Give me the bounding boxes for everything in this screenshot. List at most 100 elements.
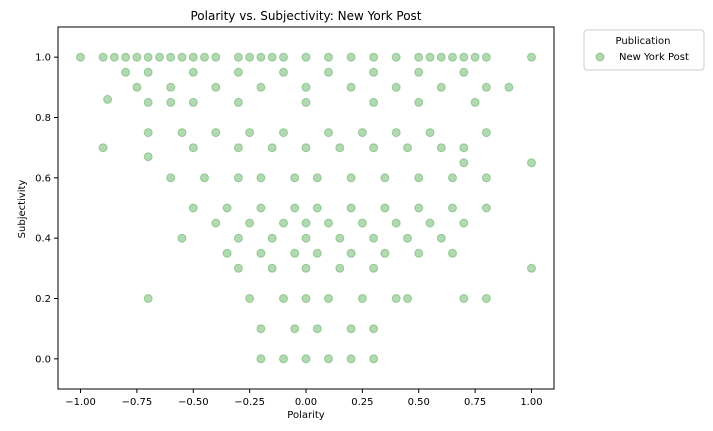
y-tick-label: 0.8 xyxy=(35,113,51,124)
data-point xyxy=(143,128,153,138)
data-point xyxy=(301,52,311,62)
data-point xyxy=(391,218,401,228)
data-point xyxy=(233,263,243,273)
x-tick-label: 0.50 xyxy=(408,397,430,408)
data-point xyxy=(357,294,367,303)
data-point xyxy=(188,52,198,62)
x-axis: −1.00 −0.75 −0.50 −0.25 0.00 0.25 0.50 0.75 1.00 xyxy=(65,389,543,408)
data-point xyxy=(380,173,390,183)
data-point xyxy=(346,173,356,183)
data-point xyxy=(143,52,153,62)
data-point xyxy=(143,152,153,162)
legend-marker xyxy=(595,52,605,62)
data-point xyxy=(414,67,424,77)
data-point xyxy=(245,128,255,138)
data-point xyxy=(188,143,198,153)
data-point xyxy=(335,143,345,153)
data-point xyxy=(301,294,311,303)
data-point xyxy=(256,324,266,334)
data-point xyxy=(403,143,412,153)
x-axis-label: Polarity xyxy=(287,410,325,421)
data-point xyxy=(425,128,435,138)
data-point xyxy=(166,97,176,107)
legend: Publication New York Post xyxy=(583,29,705,71)
data-point xyxy=(346,203,356,213)
data-point xyxy=(459,218,469,228)
data-point xyxy=(481,203,491,213)
data-point xyxy=(481,52,491,62)
data-point xyxy=(301,354,311,364)
data-point xyxy=(188,203,198,213)
data-point xyxy=(324,354,333,364)
data-point xyxy=(245,52,255,62)
data-point xyxy=(290,324,300,334)
data-point xyxy=(233,67,243,77)
data-point xyxy=(414,173,424,183)
data-point xyxy=(436,52,446,62)
data-point xyxy=(301,218,311,228)
data-point xyxy=(346,354,356,364)
data-point xyxy=(312,324,322,334)
data-point xyxy=(425,218,435,228)
data-point xyxy=(177,128,187,138)
data-point xyxy=(211,52,221,62)
data-point xyxy=(481,82,491,92)
data-point xyxy=(470,52,480,62)
data-point xyxy=(177,233,187,243)
data-point xyxy=(233,233,243,243)
plot-points xyxy=(76,52,536,364)
data-point xyxy=(369,143,379,153)
data-point xyxy=(177,52,187,62)
data-point xyxy=(324,52,333,62)
data-point xyxy=(324,294,333,303)
data-point xyxy=(200,173,209,183)
y-axis: 0.0 0.2 0.4 0.6 0.8 1.0 xyxy=(35,53,58,365)
y-tick-label: 0.6 xyxy=(35,173,51,184)
data-point xyxy=(346,248,356,258)
x-tick-label: 0.25 xyxy=(351,397,373,408)
x-tick-label: −0.75 xyxy=(122,397,153,408)
data-point xyxy=(312,248,322,258)
data-point xyxy=(448,203,457,213)
data-point xyxy=(109,52,119,62)
data-point xyxy=(103,94,113,104)
data-point xyxy=(143,67,153,77)
data-point xyxy=(143,294,153,303)
data-point xyxy=(279,354,288,364)
data-point xyxy=(222,203,232,213)
data-point xyxy=(290,203,300,213)
data-point xyxy=(324,128,333,138)
data-point xyxy=(233,52,243,62)
legend-frame xyxy=(583,29,705,71)
x-tick-label: −0.25 xyxy=(234,397,265,408)
legend-entry-label: New York Post xyxy=(619,52,689,63)
data-point xyxy=(448,173,457,183)
data-point xyxy=(324,67,333,77)
data-point xyxy=(414,97,424,107)
y-axis-label: Subjectivity xyxy=(17,180,28,239)
data-point xyxy=(391,294,401,303)
data-point xyxy=(256,248,266,258)
data-point xyxy=(76,52,85,62)
data-point xyxy=(459,158,469,168)
data-point xyxy=(414,52,424,62)
data-point xyxy=(290,173,300,183)
data-point xyxy=(256,173,266,183)
data-point xyxy=(279,128,288,138)
x-tick-label: −1.00 xyxy=(65,397,96,408)
data-point xyxy=(481,128,491,138)
x-tick-label: 0.75 xyxy=(464,397,486,408)
data-point xyxy=(267,233,277,243)
data-point xyxy=(459,67,469,77)
data-point xyxy=(369,324,379,334)
data-point xyxy=(380,248,390,258)
data-point xyxy=(256,203,266,213)
data-point xyxy=(459,143,469,153)
x-tick-label: −0.50 xyxy=(178,397,209,408)
data-point xyxy=(200,52,209,62)
data-point xyxy=(369,97,379,107)
data-point xyxy=(301,233,311,243)
data-point xyxy=(414,248,424,258)
data-point xyxy=(267,263,277,273)
